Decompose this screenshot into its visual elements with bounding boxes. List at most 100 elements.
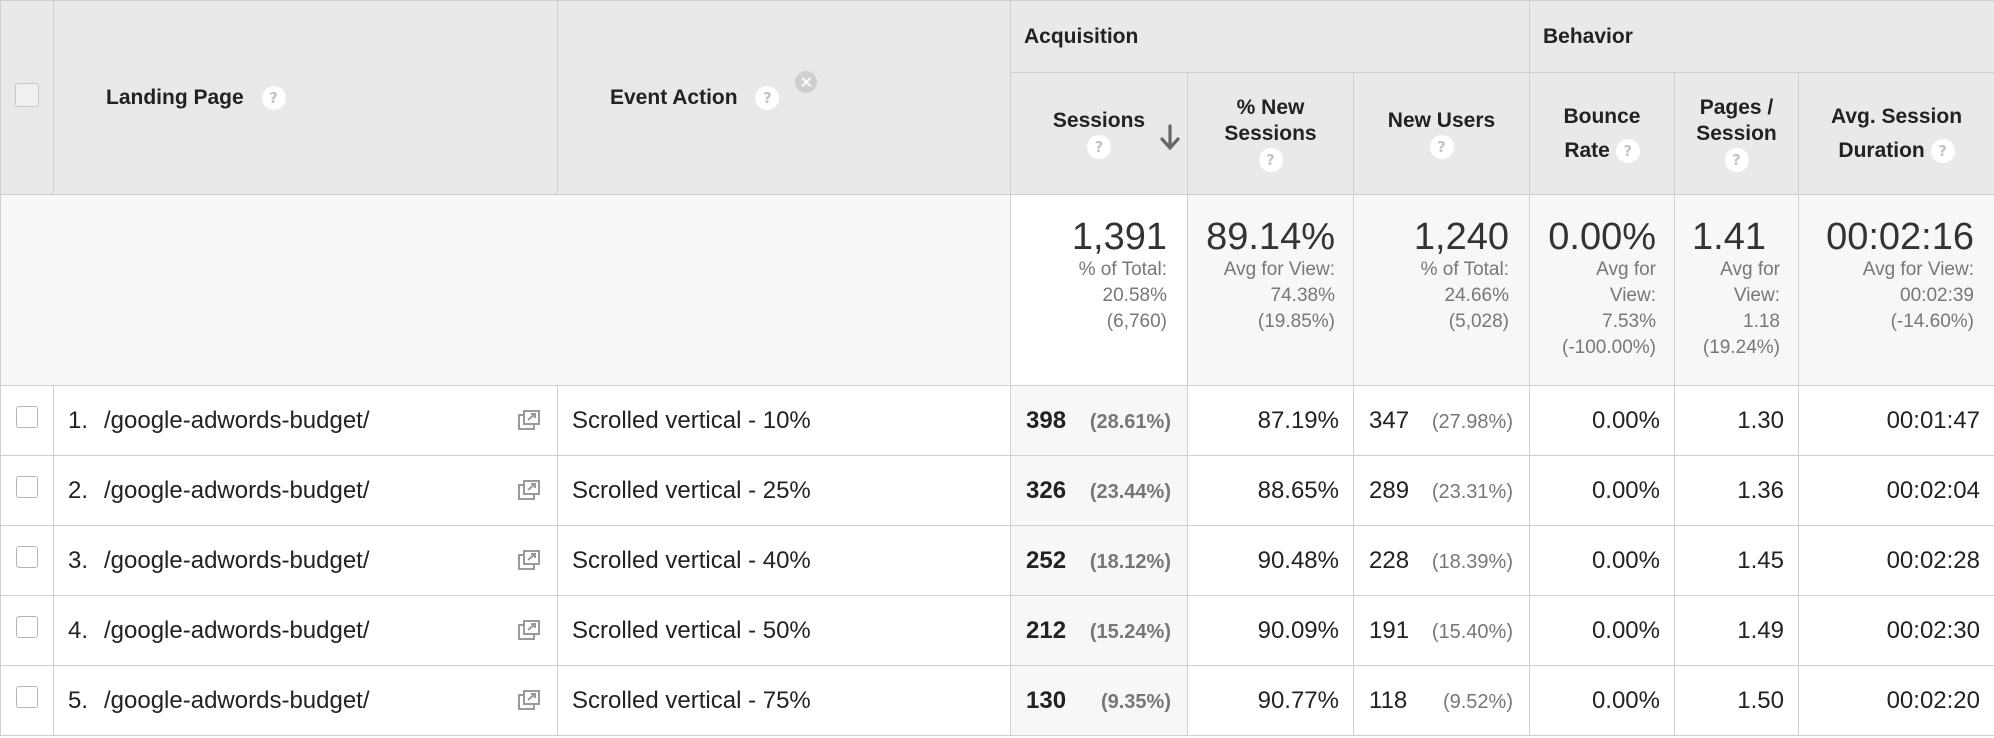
open-external-icon[interactable]	[517, 619, 541, 641]
row-checkbox-cell	[0, 525, 54, 596]
landing-page-link[interactable]: /google-adwords-budget/	[104, 616, 370, 644]
sessions-header[interactable]: Sessions ?	[1010, 72, 1188, 195]
row-checkbox-cell	[0, 455, 54, 526]
bounce-rate-header[interactable]: Bounce Rate ?	[1529, 72, 1675, 195]
new-users-cell: 289 (23.31%)	[1353, 455, 1530, 526]
pct-new-sessions-cell: 90.09%	[1187, 595, 1354, 666]
pct-new-sessions-cell: 87.19%	[1187, 385, 1354, 456]
bounce-rate-cell: 0.00%	[1529, 455, 1675, 526]
pct-new-sessions-header[interactable]: % New Sessions ?	[1187, 72, 1354, 195]
row-checkbox[interactable]	[16, 546, 38, 568]
open-external-icon[interactable]	[517, 479, 541, 501]
help-icon[interactable]: ?	[1087, 134, 1111, 159]
select-all-cell	[0, 0, 54, 195]
open-external-icon[interactable]	[517, 409, 541, 431]
row-index: 1.	[68, 406, 89, 434]
total-new-users-line-3: (5,028)	[1448, 311, 1509, 332]
pct-new-sessions-label-2: Sessions	[1224, 121, 1317, 145]
total-pct-new-line-2: 74.38%	[1270, 285, 1335, 306]
landing-page-label: Landing Page	[106, 85, 244, 109]
help-icon[interactable]: ?	[1429, 134, 1454, 159]
row-checkbox[interactable]	[16, 616, 38, 638]
pages-session-header[interactable]: Pages / Session ?	[1674, 72, 1799, 195]
landing-page-link[interactable]: /google-adwords-budget/	[104, 406, 370, 434]
new-users-value: 118	[1369, 686, 1408, 714]
help-icon[interactable]: ?	[755, 85, 780, 110]
avg-session-duration-header[interactable]: Avg. Session Duration ?	[1798, 72, 1994, 195]
total-duration-cell: 00:02:16 Avg for View: 00:02:39 (-14.60%…	[1798, 194, 1994, 386]
landing-page-cell: 3. /google-adwords-budget/	[53, 525, 558, 596]
open-external-icon[interactable]	[517, 549, 541, 571]
total-pages-value: 1.41	[1692, 216, 1766, 258]
sessions-percent: (23.44%)	[1089, 480, 1171, 503]
sessions-value: 252	[1026, 546, 1067, 574]
total-bounce-cell: 0.00% Avg for View: 7.53% (-100.00%)	[1529, 194, 1675, 386]
bounce-rate-cell: 0.00%	[1529, 665, 1675, 736]
remove-dimension-icon[interactable]: ×	[795, 71, 818, 94]
total-pages-cell: 1.41 Avg for View: 1.18 (19.24%)	[1674, 194, 1799, 386]
row-index: 3.	[68, 546, 89, 574]
help-icon[interactable]: ?	[1930, 138, 1955, 163]
new-users-cell: 347 (27.98%)	[1353, 385, 1530, 456]
row-checkbox[interactable]	[16, 406, 38, 428]
total-pages-line-2: View:	[1733, 285, 1780, 306]
help-icon[interactable]: ?	[1258, 147, 1283, 172]
pages-session-label-2: Session	[1696, 121, 1777, 145]
pct-new-sessions-cell: 90.48%	[1187, 525, 1354, 596]
sessions-value: 130	[1026, 686, 1067, 714]
help-icon[interactable]: ?	[1615, 138, 1640, 163]
row-checkbox-cell	[0, 385, 54, 456]
landing-page-cell: 1. /google-adwords-budget/	[53, 385, 558, 456]
row-checkbox[interactable]	[16, 476, 38, 498]
sessions-cell: 326 (23.44%)	[1010, 455, 1188, 526]
landing-page-header[interactable]: Landing Page ?	[53, 0, 558, 195]
bounce-rate-cell: 0.00%	[1529, 595, 1675, 666]
row-index: 2.	[68, 476, 89, 504]
total-sessions-line-3: (6,760)	[1106, 311, 1167, 332]
new-users-percent: (18.39%)	[1431, 550, 1513, 573]
total-duration-line-2: 00:02:39	[1900, 285, 1974, 306]
event-action-cell: Scrolled vertical - 10%	[557, 385, 1011, 456]
total-sessions-cell: 1,391 % of Total: 20.58% (6,760)	[1010, 194, 1188, 386]
totals-row: 1,391 % of Total: 20.58% (6,760) 89.14% …	[0, 194, 1994, 386]
landing-page-link[interactable]: /google-adwords-budget/	[104, 476, 370, 504]
help-icon[interactable]: ?	[261, 85, 286, 110]
event-action-header[interactable]: Event Action ? ×	[557, 0, 1011, 195]
landing-page-link[interactable]: /google-adwords-budget/	[104, 546, 370, 574]
event-action-cell: Scrolled vertical - 50%	[557, 595, 1011, 666]
new-users-percent: (23.31%)	[1431, 480, 1513, 503]
sessions-value: 326	[1026, 476, 1067, 504]
acquisition-group-header: Acquisition	[1010, 0, 1530, 73]
pages-session-cell: 1.45	[1674, 525, 1799, 596]
help-icon[interactable]: ?	[1724, 147, 1749, 172]
new-users-percent: (9.52%)	[1442, 690, 1513, 713]
total-new-users-value: 1,240	[1413, 216, 1509, 258]
row-checkbox[interactable]	[16, 686, 38, 708]
table-row: 5. /google-adwords-budget/ Scrolled verti…	[0, 665, 1994, 736]
sessions-value: 398	[1026, 406, 1067, 434]
new-users-header[interactable]: New Users ?	[1353, 72, 1530, 195]
new-users-value: 228	[1369, 546, 1410, 574]
open-external-icon[interactable]	[517, 689, 541, 711]
sort-descending-icon[interactable]	[1157, 123, 1183, 153]
sessions-value: 212	[1026, 616, 1067, 644]
sessions-cell: 398 (28.61%)	[1010, 385, 1188, 456]
table-row: 1. /google-adwords-budget/ Scrolled verti…	[0, 385, 1994, 456]
avg-session-duration-cell: 00:02:20	[1798, 665, 1994, 736]
total-new-users-line-1: % of Total:	[1420, 259, 1509, 280]
avg-session-duration-label-2: Duration	[1838, 138, 1925, 162]
table-row: 4. /google-adwords-budget/ Scrolled verti…	[0, 595, 1994, 666]
landing-page-cell: 5. /google-adwords-budget/	[53, 665, 558, 736]
row-checkbox-cell	[0, 665, 54, 736]
pct-new-sessions-cell: 88.65%	[1187, 455, 1354, 526]
event-action-cell: Scrolled vertical - 75%	[557, 665, 1011, 736]
total-sessions-line-1: % of Total:	[1078, 259, 1167, 280]
new-users-percent: (27.98%)	[1431, 410, 1513, 433]
avg-session-duration-cell: 00:02:28	[1798, 525, 1994, 596]
avg-session-duration-cell: 00:02:30	[1798, 595, 1994, 666]
new-users-cell: 191 (15.40%)	[1353, 595, 1530, 666]
landing-page-link[interactable]: /google-adwords-budget/	[104, 686, 370, 714]
sessions-cell: 130 (9.35%)	[1010, 665, 1188, 736]
select-all-checkbox[interactable]	[15, 82, 39, 107]
